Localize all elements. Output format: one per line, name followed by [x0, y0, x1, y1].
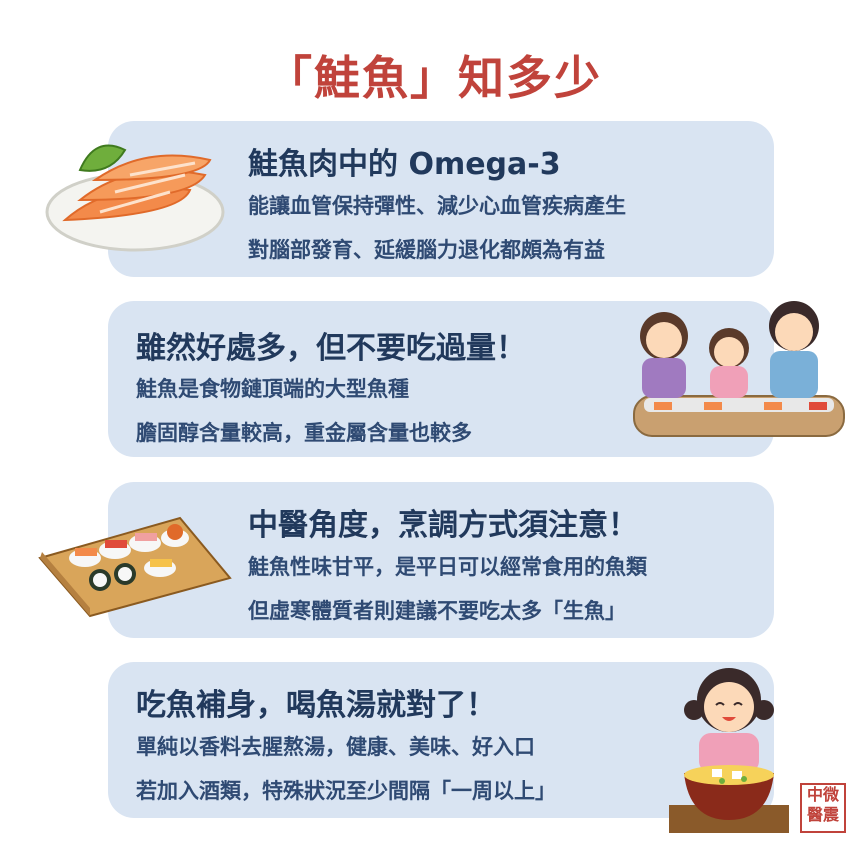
- fish-soup-card: 吃魚補身，喝魚湯就對了！ 單純以香料去腥熬湯，健康、美味、好入口 若加入酒類，特…: [108, 662, 774, 818]
- family-sushi-icon: [633, 301, 845, 437]
- fish-soup-icon: [669, 668, 789, 833]
- tcm-card: 中醫角度，烹調方式須注意！ 鮭魚性味甘平，是平日可以經常食用的魚類 但虛寒體質者…: [108, 482, 774, 638]
- card-line: 能讓血管保持彈性、減少心血管疾病產生: [248, 194, 626, 218]
- card-line: 單純以香料去腥熬湯，健康、美味、好入口: [136, 735, 535, 759]
- card-line: 但虛寒體質者則建議不要吃太多「生魚」: [248, 599, 626, 623]
- sushi-board-icon: [38, 516, 232, 618]
- salmon-sashimi-icon: [45, 144, 225, 252]
- page-title: 「鮭魚」知多少: [266, 51, 602, 105]
- card-heading: 鮭魚肉中的 Omega-3: [248, 147, 561, 182]
- card-line: 鮭魚是食物鏈頂端的大型魚種: [136, 377, 409, 401]
- card-line: 膽固醇含量較高，重金屬含量也較多: [136, 421, 472, 445]
- card-line: 若加入酒類，特殊狀況至少間隔「一周以上」: [136, 779, 556, 803]
- seal-stamp: 中微 醫震: [800, 783, 846, 833]
- card-heading: 吃魚補身，喝魚湯就對了！: [136, 688, 496, 723]
- card-heading: 雖然好處多，但不要吃過量！: [136, 331, 526, 366]
- card-line: 對腦部發育、延緩腦力退化都頗為有益: [248, 238, 605, 262]
- card-line: 鮭魚性味甘平，是平日可以經常食用的魚類: [248, 555, 647, 579]
- card-heading: 中醫角度，烹調方式須注意！: [248, 508, 638, 543]
